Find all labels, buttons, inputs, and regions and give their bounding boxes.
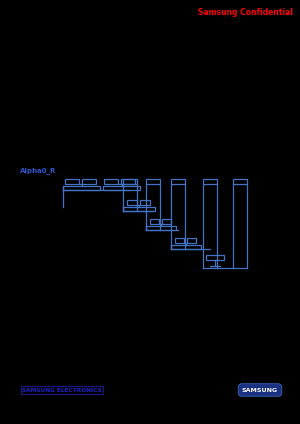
Bar (65, 179, 79, 184)
Bar (150, 219, 159, 224)
Bar (206, 255, 224, 260)
Bar (104, 179, 118, 184)
Bar (233, 179, 247, 184)
Bar (171, 245, 201, 249)
Bar (162, 219, 171, 224)
Bar (140, 200, 150, 205)
Bar (63, 186, 100, 190)
Bar (171, 179, 185, 184)
Bar (146, 179, 160, 184)
Bar (175, 238, 184, 243)
Bar (146, 226, 176, 230)
Bar (203, 179, 217, 184)
Text: Alpha0_R: Alpha0_R (20, 167, 56, 174)
Text: SAMSUNG: SAMSUNG (242, 388, 278, 393)
Bar (187, 238, 196, 243)
Bar (123, 179, 137, 184)
Bar (121, 179, 135, 184)
Text: Samsung Confidential: Samsung Confidential (198, 8, 293, 17)
Bar (127, 200, 137, 205)
Text: SAMSUNG ELECTRONICS: SAMSUNG ELECTRONICS (22, 388, 102, 393)
Bar (82, 179, 96, 184)
Bar (103, 186, 140, 190)
Bar (123, 207, 155, 211)
